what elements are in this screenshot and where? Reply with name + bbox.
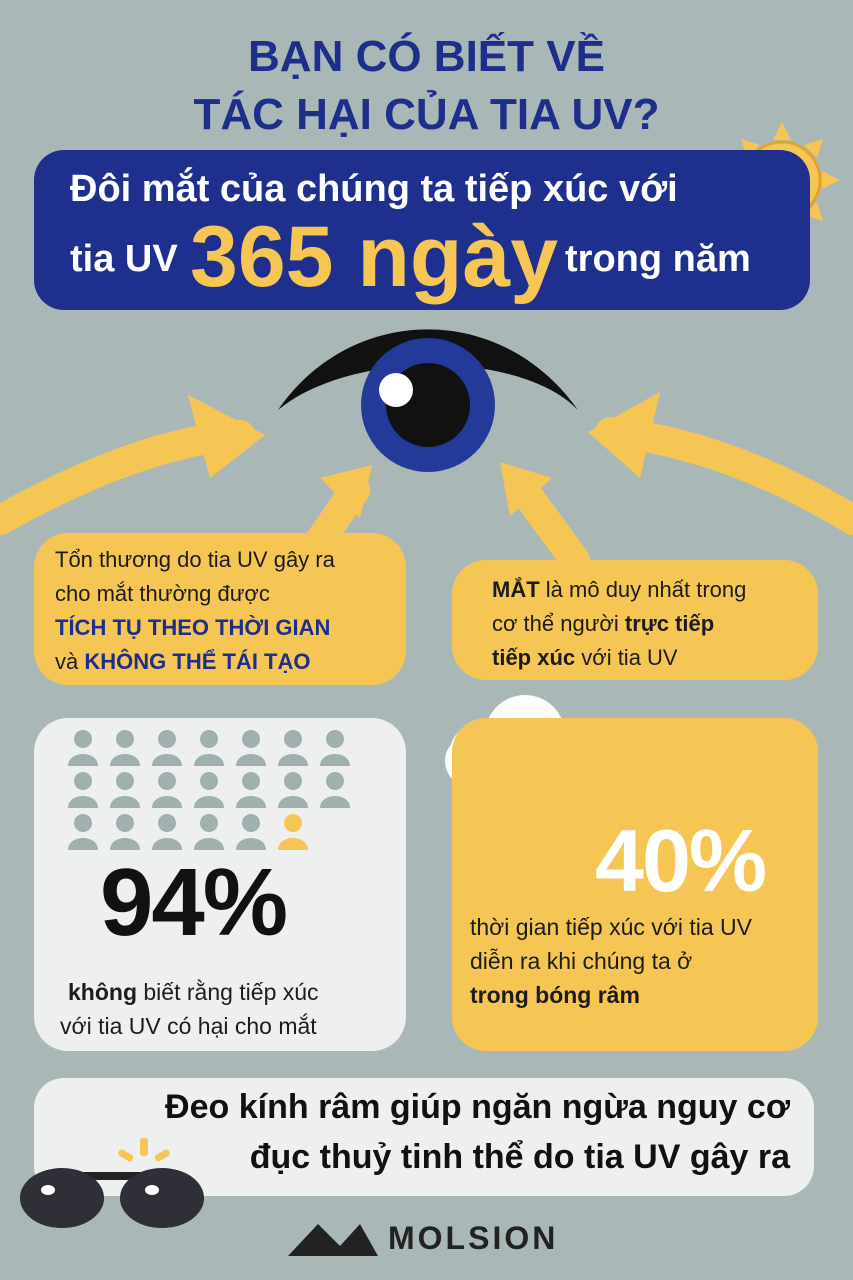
person-icon	[236, 772, 266, 808]
sunglasses-overlay	[20, 1138, 204, 1228]
damage-and: và	[55, 649, 79, 674]
stat-94-emph: không	[68, 979, 137, 1005]
person-icon	[152, 772, 182, 808]
banner-line-1: Đôi mắt của chúng ta tiếp xúc với	[70, 168, 678, 210]
damage-emph-2: KHÔNG THỂ TÁI TẠO	[84, 649, 311, 674]
eye-line-1-rest: là mô duy nhất trong	[545, 577, 747, 602]
eye-line-2: cơ thể người trực tiếp	[492, 607, 746, 641]
stat-94-line-2: với tia UV có hại cho mắt	[60, 1013, 317, 1039]
person-icon	[236, 814, 266, 850]
eye-line-2-start: cơ thể người	[492, 611, 619, 636]
person-icon	[68, 814, 98, 850]
person-icon	[194, 772, 224, 808]
stat-40-value: 40%	[595, 811, 767, 910]
person-icon	[320, 772, 350, 808]
person-icon	[278, 772, 308, 808]
banner-suffix: trong năm	[565, 238, 751, 280]
person-icon	[194, 814, 224, 850]
banner-highlight: 365 ngày	[190, 209, 559, 305]
arrowhead-icons	[188, 392, 660, 518]
person-icon	[152, 730, 182, 766]
damage-emph-1: TÍCH TỤ THEO THỜI GIAN	[55, 615, 331, 640]
title-line-1: BẠN CÓ BIẾT VỀ	[248, 32, 605, 81]
sunglasses-line-1: Đeo kính râm giúp ngăn ngừa nguy cơ	[165, 1088, 790, 1126]
person-icon	[320, 730, 350, 766]
damage-line-1: Tổn thương do tia UV gây ra	[55, 547, 335, 572]
stat-94-box	[34, 718, 406, 1051]
person-icon	[110, 814, 140, 850]
eye-line-3-rest: với tia UV	[581, 645, 678, 670]
damage-line-2: cho mắt thường được	[55, 581, 270, 606]
damage-info-box	[34, 533, 406, 685]
stat-40-caption: thời gian tiếp xúc với tia UV diễn ra kh…	[470, 910, 752, 1012]
person-icon	[278, 814, 308, 850]
stat-94-caption: không biết rằng tiếp xúc với tia UV có h…	[60, 975, 319, 1043]
eye-info-box	[452, 560, 818, 680]
people-grid	[68, 730, 350, 850]
eye-emph-line3: tiếp xúc	[492, 645, 576, 670]
person-icon	[110, 730, 140, 766]
stat-40-emph: trong bóng râm	[470, 982, 640, 1008]
person-icon	[68, 730, 98, 766]
person-icon	[236, 730, 266, 766]
sunglasses-line-2: đục thuỷ tinh thể do tia UV gây ra	[249, 1138, 790, 1176]
stat-94-line-1-rest: biết rằng tiếp xúc	[143, 979, 319, 1005]
eye-info-text: MẮT là mô duy nhất trong cơ thể người tr…	[492, 573, 746, 675]
stat-40-line-2: diễn ra khi chúng ta ở	[470, 948, 693, 974]
stat-94-value: 94%	[100, 849, 288, 956]
eye-line-1: MẮT là mô duy nhất trong	[492, 573, 746, 607]
molsion-logo-icon	[288, 1224, 378, 1256]
eye-emph-start: MẮT	[492, 577, 540, 602]
person-icon	[68, 772, 98, 808]
brand-name: MOLSION	[388, 1220, 559, 1256]
stat-40-box	[452, 718, 818, 1051]
page-title: BẠN CÓ BIẾT VỀ TÁC HẠI CỦA TIA UV?	[0, 28, 853, 144]
eye-icon	[278, 329, 578, 472]
uv-exposure-banner	[34, 150, 810, 310]
eye-emph-mid: trực tiếp	[624, 611, 715, 636]
title-line-2: TÁC HẠI CỦA TIA UV?	[193, 90, 660, 139]
person-icon	[278, 730, 308, 766]
eye-line-3: tiếp xúc với tia UV	[492, 641, 746, 675]
person-icon	[110, 772, 140, 808]
stat-94-line-1: không biết rằng tiếp xúc	[60, 975, 319, 1009]
sunglasses-icon	[20, 1138, 204, 1228]
banner-prefix: tia UV	[70, 238, 178, 280]
person-icon	[152, 814, 182, 850]
damage-line-4: và KHÔNG THỂ TÁI TẠO	[55, 645, 335, 679]
stat-40-line-1: thời gian tiếp xúc với tia UV	[470, 914, 753, 940]
damage-info-text: Tổn thương do tia UV gây ra cho mắt thườ…	[55, 543, 335, 679]
person-icon	[194, 730, 224, 766]
